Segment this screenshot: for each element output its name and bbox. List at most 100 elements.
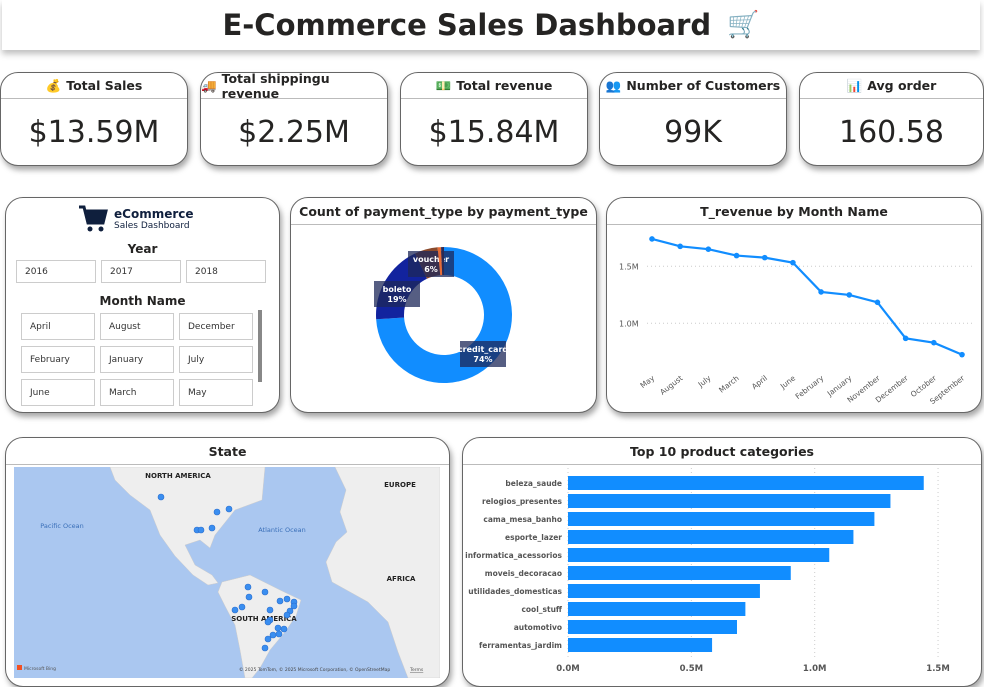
state-marker[interactable] [290, 602, 298, 610]
category-label: beleza_saude [505, 479, 562, 488]
header: E-Commerce Sales Dashboard 🛒 [2, 0, 980, 50]
data-point[interactable] [677, 243, 683, 250]
category-bar[interactable] [568, 476, 924, 490]
year-option[interactable]: 2016 [16, 260, 96, 283]
state-marker[interactable] [213, 508, 221, 516]
state-map: State NORTH AMERICA EUROPE AFRICA SOUTH AME… [5, 437, 450, 687]
state-marker[interactable] [261, 644, 269, 652]
data-point[interactable] [761, 254, 768, 261]
month-option[interactable]: July [179, 346, 253, 373]
top-categories-chart: Top 10 product categories 0.0M 0.5M 1.0M 1.… [462, 437, 982, 687]
data-point[interactable] [733, 252, 740, 259]
year-option[interactable]: 2017 [101, 260, 181, 283]
data-point[interactable] [931, 339, 937, 346]
kpi-card: 💵 Total revenue $15.84M [400, 72, 588, 166]
state-marker[interactable] [274, 624, 282, 632]
year-label: Year [127, 242, 158, 256]
donut-slice[interactable] [437, 247, 443, 276]
month-option[interactable]: August [100, 313, 174, 340]
state-marker[interactable] [276, 597, 284, 605]
category-bar[interactable] [568, 494, 891, 508]
data-point[interactable] [874, 299, 881, 306]
category-bar[interactable] [568, 584, 760, 598]
x-tick-label: 0.5M [680, 664, 704, 674]
kpi-header: 💰 Total Sales [1, 73, 187, 99]
category-bar[interactable] [568, 602, 746, 616]
logo-subtitle: Sales Dashboard [114, 221, 190, 231]
state-marker[interactable] [275, 630, 283, 638]
month-option[interactable]: March [100, 379, 174, 406]
month-option[interactable]: January [100, 346, 174, 373]
data-point[interactable] [846, 292, 853, 298]
kpi-value: 99K [664, 115, 722, 150]
kpi-label: Total Sales [66, 78, 143, 93]
y-tick-label: 1.0M [619, 319, 639, 328]
kpi-header: 🚚 Total shippingu revenue [201, 73, 387, 101]
state-marker[interactable] [283, 611, 291, 619]
state-marker[interactable] [280, 625, 288, 633]
state-marker[interactable] [157, 493, 165, 501]
continent-label: NORTH AMERICA [145, 472, 211, 480]
donut-slice[interactable] [441, 247, 444, 276]
x-tick-label: February [794, 373, 826, 401]
shopping-cart-icon: 🛒 [727, 10, 760, 40]
data-point[interactable] [790, 259, 796, 266]
map-title: State [6, 438, 449, 465]
data-point[interactable] [818, 289, 824, 295]
bing-logo-icon [17, 665, 22, 670]
category-bar[interactable] [568, 548, 830, 562]
slice-name-label: boleto [383, 285, 412, 294]
category-label: moveis_decoracao [485, 569, 562, 578]
kpi-value: $2.25M [238, 115, 350, 150]
category-label: informatica_acessorios [465, 551, 562, 560]
state-marker[interactable] [264, 635, 272, 643]
category-label: esporte_lazer [505, 533, 562, 542]
month-option[interactable]: May [179, 379, 253, 406]
category-label: utilidades_domesticas [468, 587, 562, 596]
kpi-card: 🚚 Total shippingu revenue $2.25M [200, 72, 388, 166]
terms-link[interactable]: Terms [409, 667, 424, 673]
state-marker[interactable] [238, 603, 246, 611]
x-tick-label: August [658, 373, 684, 396]
landmass [109, 467, 266, 586]
month-option[interactable]: February [21, 346, 95, 373]
month-option[interactable]: April [21, 313, 95, 340]
category-label: automotivo [514, 623, 562, 632]
month-option[interactable]: December [179, 313, 253, 340]
state-marker[interactable] [264, 618, 272, 626]
data-point[interactable] [959, 351, 965, 358]
x-tick-label: 1.5M [926, 664, 950, 674]
logo: eCommerce Sales Dashboard [78, 204, 194, 234]
kpi-card: 📊 Avg order 160.58 [799, 72, 984, 166]
data-point[interactable] [902, 335, 909, 342]
state-marker[interactable] [283, 595, 291, 603]
state-marker[interactable] [231, 606, 239, 614]
state-marker[interactable] [244, 583, 252, 591]
slice-percent-label: 74% [473, 355, 492, 364]
kpi-value: $13.59M [28, 115, 160, 150]
data-label-bg [408, 251, 454, 277]
category-bar[interactable] [568, 638, 713, 652]
year-option[interactable]: 2018 [186, 260, 266, 283]
map-canvas[interactable]: NORTH AMERICA EUROPE AFRICA SOUTH AMERICA Pa… [14, 467, 440, 678]
category-bar[interactable] [568, 512, 875, 526]
state-marker[interactable] [225, 505, 233, 513]
data-point[interactable] [705, 246, 712, 252]
state-marker[interactable] [245, 593, 253, 601]
state-marker[interactable] [208, 524, 216, 532]
cart-logo-icon [79, 205, 108, 232]
category-bar[interactable] [568, 566, 791, 580]
data-point[interactable] [649, 236, 655, 242]
category-label: relogios_presentes [482, 497, 563, 506]
state-marker[interactable] [269, 631, 277, 639]
month-option[interactable]: June [21, 379, 95, 406]
state-marker[interactable] [197, 526, 205, 534]
state-marker[interactable] [266, 606, 274, 614]
state-marker[interactable] [261, 588, 269, 596]
category-bar[interactable] [568, 530, 854, 544]
category-bar[interactable] [568, 620, 737, 634]
ocean-label: Atlantic Ocean [258, 526, 306, 534]
scrollbar[interactable] [258, 310, 262, 382]
kpi-label: Avg order [867, 78, 937, 93]
category-label: cama_mesa_banho [483, 515, 562, 524]
